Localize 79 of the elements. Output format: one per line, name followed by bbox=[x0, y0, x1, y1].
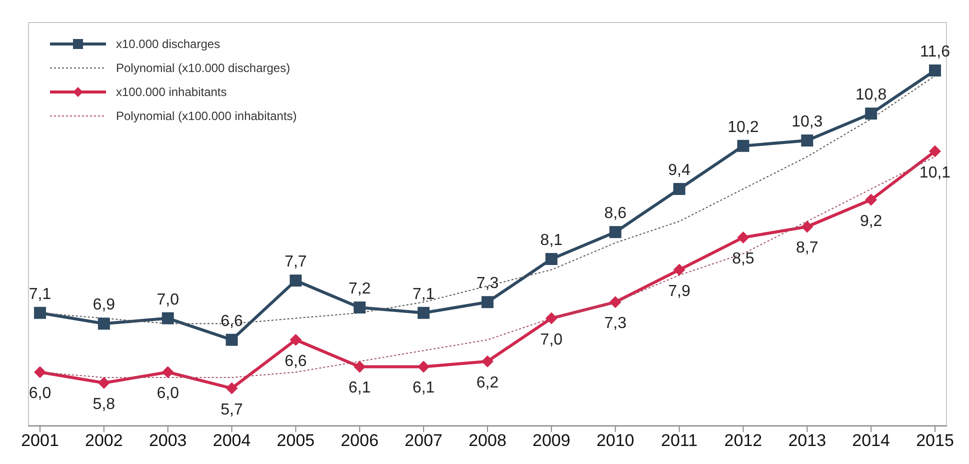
data-label: 7,7 bbox=[284, 254, 307, 271]
point bbox=[354, 301, 366, 314]
point bbox=[929, 145, 941, 158]
point bbox=[418, 360, 430, 373]
data-label: 10,8 bbox=[856, 86, 887, 104]
data-label: 7,0 bbox=[540, 331, 563, 348]
data-label: 7,1 bbox=[28, 286, 52, 303]
data-label: 7,3 bbox=[476, 275, 499, 292]
point bbox=[418, 306, 430, 319]
point bbox=[98, 376, 110, 389]
x-tick-label: 2002 bbox=[85, 431, 123, 450]
data-label: 10,1 bbox=[919, 164, 951, 182]
data-label: 5,7 bbox=[220, 401, 244, 418]
x-tick-label: 2011 bbox=[661, 431, 698, 450]
point bbox=[865, 194, 878, 206]
x-tick-label: 2015 bbox=[916, 431, 954, 450]
x-tick-label: 2013 bbox=[788, 431, 826, 450]
legend-label: Polynomial (x10.000 discharges) bbox=[116, 60, 290, 77]
data-label: 8,5 bbox=[732, 250, 754, 268]
x-tick-label: 2009 bbox=[532, 431, 570, 450]
point bbox=[545, 312, 558, 324]
point bbox=[290, 274, 302, 287]
point bbox=[34, 306, 46, 319]
data-label: 6,0 bbox=[156, 385, 180, 402]
point bbox=[609, 226, 622, 238]
x-tick-label: 2004 bbox=[212, 431, 251, 450]
data-label: 9,2 bbox=[860, 212, 882, 230]
x-tick-label: 2003 bbox=[148, 431, 187, 450]
legend-label: Polynomial (x100.000 inhabitants) bbox=[116, 108, 297, 125]
point bbox=[226, 334, 238, 346]
data-label: 7,3 bbox=[604, 315, 627, 332]
data-label: 8,7 bbox=[796, 240, 818, 257]
x-tick-label: 2005 bbox=[276, 431, 315, 450]
point bbox=[290, 334, 302, 346]
data-label: 6,6 bbox=[284, 352, 307, 370]
x-tick-label: 2014 bbox=[852, 431, 890, 450]
data-label: 9,4 bbox=[668, 162, 691, 179]
point bbox=[354, 360, 366, 373]
data-label: 8,1 bbox=[540, 232, 563, 250]
data-label: 7,0 bbox=[156, 291, 180, 308]
data-label: 8,6 bbox=[604, 205, 627, 222]
point bbox=[34, 366, 46, 378]
point bbox=[226, 382, 238, 394]
data-label: 11,6 bbox=[920, 43, 950, 60]
data-label: 6,1 bbox=[412, 380, 435, 397]
data-label: 7,1 bbox=[412, 286, 435, 303]
x-tick-label: 2008 bbox=[468, 431, 506, 450]
data-label: 10,2 bbox=[728, 118, 759, 136]
data-label: 6,1 bbox=[348, 380, 371, 397]
data-label: 6,9 bbox=[92, 296, 116, 314]
legend-label: x100.000 inhabitants bbox=[116, 84, 227, 101]
point bbox=[865, 108, 878, 120]
point bbox=[737, 140, 750, 152]
point bbox=[801, 134, 814, 147]
x-tick-label: 2007 bbox=[404, 431, 442, 450]
point bbox=[545, 253, 558, 266]
point bbox=[162, 366, 174, 378]
point bbox=[98, 318, 110, 330]
data-label: 7,2 bbox=[348, 280, 371, 298]
point bbox=[482, 355, 494, 368]
point bbox=[737, 231, 750, 244]
point bbox=[162, 312, 174, 324]
point bbox=[482, 296, 494, 308]
data-label: 6,6 bbox=[220, 312, 244, 330]
data-label: 6,2 bbox=[476, 374, 499, 392]
x-tick-label: 2006 bbox=[340, 431, 379, 450]
point bbox=[801, 220, 814, 233]
data-label: 5,8 bbox=[92, 396, 116, 413]
data-label: 10,3 bbox=[792, 114, 823, 131]
data-label: 6,0 bbox=[28, 385, 52, 402]
point bbox=[609, 296, 622, 308]
legend-label: x10.000 discharges bbox=[116, 36, 220, 53]
point bbox=[673, 182, 686, 195]
point bbox=[929, 64, 941, 76]
x-tick-label: 2012 bbox=[724, 431, 762, 450]
x-tick-label: 2010 bbox=[596, 431, 634, 450]
point bbox=[673, 264, 686, 276]
data-label: 7,9 bbox=[668, 282, 691, 300]
x-tick-label: 2001 bbox=[21, 431, 59, 450]
